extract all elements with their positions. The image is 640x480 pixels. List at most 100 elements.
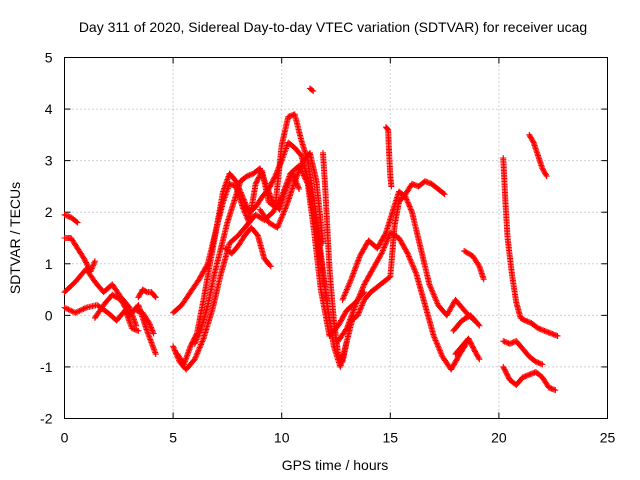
data-point-marker: [73, 218, 80, 225]
data-point-marker: [335, 322, 342, 329]
series-arc-5: [91, 291, 159, 358]
data-point-marker: [377, 251, 384, 258]
data-point-marker: [272, 173, 279, 180]
y-axis-label: SDTVAR / TECUs: [7, 182, 23, 294]
data-point-marker: [364, 276, 371, 283]
data-point-marker: [369, 265, 376, 272]
data-point-marker: [505, 374, 512, 381]
data-point-marker: [201, 265, 208, 272]
data-point-marker: [243, 202, 250, 209]
data-point-marker: [470, 344, 477, 351]
plot-frame: [64, 57, 608, 419]
data-point-marker: [375, 255, 382, 262]
data-point-marker: [243, 203, 250, 210]
data-point-marker: [368, 268, 375, 275]
axis-ticks: [64, 57, 608, 419]
data-point-marker: [267, 191, 274, 198]
data-point-marker: [286, 178, 293, 185]
x-tick-label: 0: [61, 430, 69, 446]
data-point-marker: [356, 253, 363, 260]
data-point-marker: [471, 347, 478, 354]
data-point-marker: [357, 251, 364, 258]
data-point-marker: [543, 173, 550, 180]
data-point-marker: [377, 240, 384, 247]
series-arc-11: [191, 165, 303, 347]
data-point-marker: [407, 206, 414, 213]
data-point-marker: [335, 352, 342, 359]
data-point-marker: [75, 308, 82, 315]
data-point-marker: [253, 179, 260, 186]
data-point-marker: [124, 308, 131, 315]
data-point-marker: [407, 204, 414, 211]
data-point-marker: [294, 181, 301, 188]
data-point-marker: [440, 190, 447, 197]
data-point-marker: [374, 258, 381, 265]
data-point-marker: [403, 196, 410, 203]
data-point-marker: [447, 305, 454, 312]
data-point-marker: [452, 358, 459, 365]
data-point-marker: [265, 189, 272, 196]
data-point-marker: [65, 306, 72, 313]
data-point-marker: [364, 274, 371, 281]
data-point-marker: [123, 307, 130, 314]
series-arc-23: [500, 155, 561, 339]
series-arc-25: [500, 363, 559, 394]
data-point-marker: [273, 168, 280, 175]
data-point-marker: [342, 326, 349, 333]
data-point-marker: [254, 176, 261, 183]
data-point-marker: [266, 190, 273, 197]
data-point-marker: [401, 245, 408, 252]
data-point-marker: [376, 241, 383, 248]
data-point-marker: [406, 203, 413, 210]
data-point-marker: [268, 180, 275, 187]
data-point-marker: [475, 354, 482, 361]
data-point-marker: [74, 219, 81, 226]
data-point-marker: [136, 291, 143, 298]
data-point-marker: [453, 357, 460, 364]
series-arc-20: [450, 312, 483, 334]
data-point-marker: [62, 305, 69, 312]
data-point-marker: [135, 327, 142, 334]
data-point-marker: [374, 244, 381, 251]
data-point-marker: [375, 242, 382, 249]
data-point-marker: [361, 280, 368, 287]
data-point-marker: [170, 344, 177, 351]
data-point-marker: [542, 170, 549, 177]
data-point-marker: [196, 274, 203, 281]
data-point-marker: [476, 356, 483, 363]
data-point-marker: [468, 342, 475, 349]
data-point-marker: [343, 338, 350, 345]
data-point-marker: [242, 211, 249, 218]
series-arc-26: [526, 131, 550, 180]
data-point-marker: [470, 345, 477, 352]
data-point-marker: [475, 321, 482, 328]
data-point-marker: [539, 361, 546, 368]
data-point-marker: [273, 170, 280, 177]
data-point-marker: [201, 267, 208, 274]
data-point-marker: [502, 369, 509, 376]
data-point-marker: [371, 263, 378, 270]
data-point-marker: [192, 339, 199, 346]
data-point-marker: [268, 196, 275, 203]
data-point-marker: [275, 166, 282, 173]
data-point-marker: [402, 246, 409, 253]
data-point-marker: [362, 242, 369, 249]
data-point-marker: [193, 336, 200, 343]
series-arc-7: [133, 307, 157, 337]
data-point-marker: [240, 196, 247, 203]
data-point-marker: [152, 351, 159, 358]
data-point-marker: [448, 304, 455, 311]
series-arc-14: [319, 149, 350, 365]
data-point-marker: [380, 235, 387, 241]
data-point-marker: [196, 329, 203, 336]
data-point-marker: [358, 302, 365, 309]
data-point-marker: [403, 249, 410, 256]
data-point-marker: [363, 277, 370, 284]
data-point-marker: [357, 306, 364, 313]
data-point-marker: [255, 175, 262, 182]
data-point-marker: [451, 360, 458, 367]
data-point-marker: [204, 262, 211, 269]
data-point-marker: [388, 183, 395, 190]
data-point-marker: [526, 131, 533, 138]
data-point-marker: [466, 338, 473, 345]
